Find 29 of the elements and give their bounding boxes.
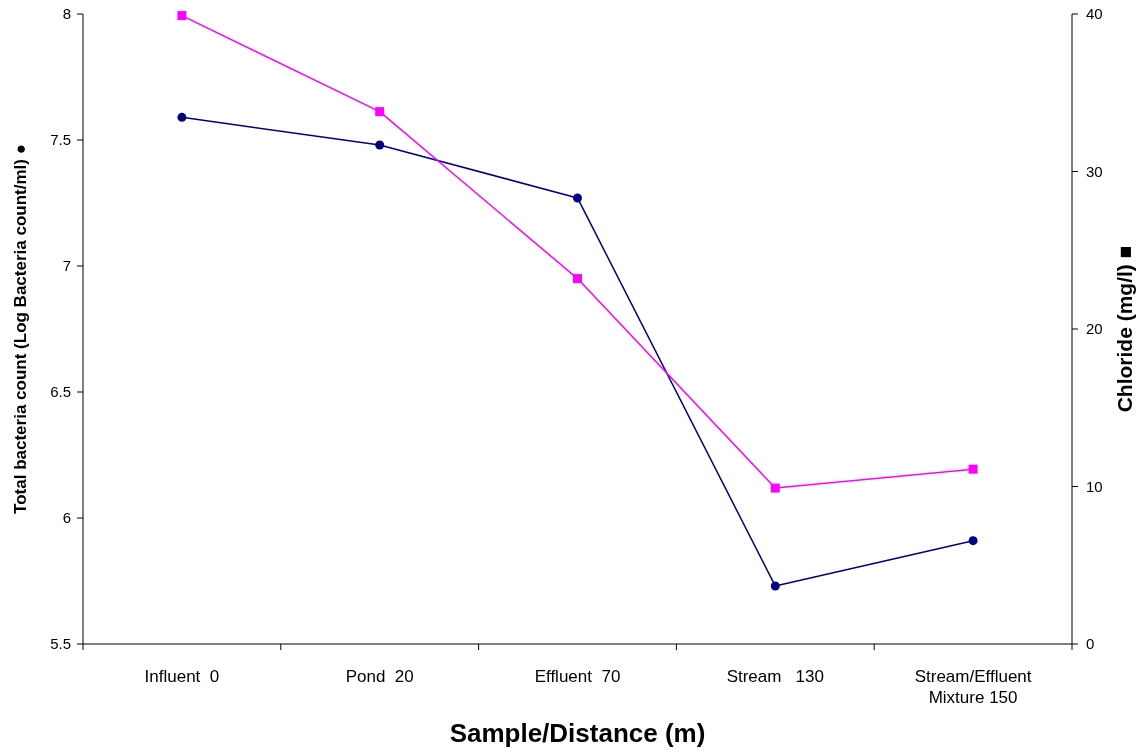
y-tick-label: 8 bbox=[62, 5, 71, 23]
x-tick-label: Pond 20 bbox=[345, 667, 414, 686]
y-axis-title: Total bacteria count (Log Bacteria count/ml) ● bbox=[11, 144, 30, 514]
y2-tick-label: 0 bbox=[1086, 635, 1095, 653]
y-tick-label: 7 bbox=[62, 257, 71, 275]
y-tick-label: 7.5 bbox=[50, 131, 71, 149]
point bbox=[375, 140, 385, 150]
point bbox=[770, 483, 780, 493]
point bbox=[968, 464, 978, 474]
point bbox=[177, 11, 187, 21]
y2-tick-label: 40 bbox=[1086, 5, 1103, 23]
point bbox=[375, 107, 385, 117]
point bbox=[573, 193, 582, 203]
x-tick-label: Effluent 70 bbox=[534, 667, 621, 686]
x-tick-label: Influent 0 bbox=[144, 667, 220, 686]
x-tick-label: Stream/Effluent Mixture 150 bbox=[914, 667, 1032, 707]
y2-tick-label: 10 bbox=[1086, 477, 1103, 495]
y-tick-label: 6.5 bbox=[50, 383, 71, 401]
y2-tick-label: 20 bbox=[1086, 320, 1103, 338]
y2-tick-label: 30 bbox=[1086, 162, 1103, 180]
point bbox=[573, 274, 582, 284]
y2-axis-title: Chloride (mg/l) ■ bbox=[1113, 245, 1136, 413]
x-axis-title: Sample/Distance (m) bbox=[449, 718, 706, 748]
point bbox=[968, 536, 978, 546]
point bbox=[177, 112, 187, 122]
y-tick-label: 5.5 bbox=[50, 635, 71, 653]
y-tick-label: 6 bbox=[62, 509, 71, 527]
point bbox=[770, 581, 780, 591]
x-tick-label: Stream 130 bbox=[726, 667, 824, 686]
